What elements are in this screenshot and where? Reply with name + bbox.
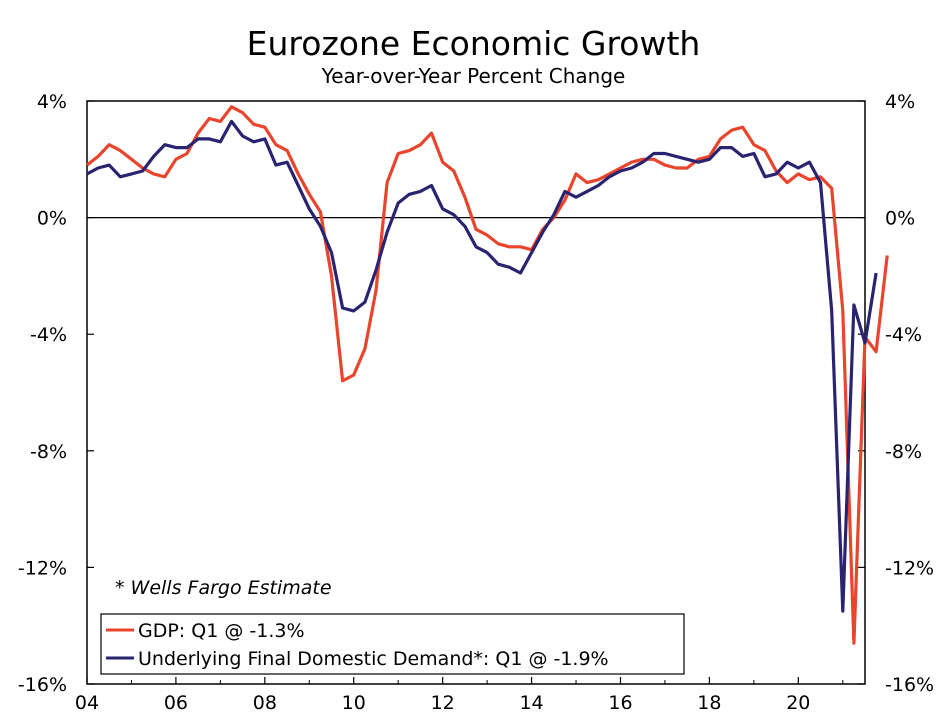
chart-subtitle: Year-over-Year Percent Change [321, 64, 626, 88]
plot-frame [86, 100, 866, 685]
legend-box [100, 613, 685, 675]
series-line-domestic-demand [86, 119, 878, 613]
chart-title: Eurozone Economic Growth [246, 24, 701, 63]
x-tick-label: 06 [164, 692, 188, 714]
x-tick-label: 14 [519, 692, 543, 714]
y-tick-label-left: -16% [18, 674, 67, 696]
x-tick-label: 04 [75, 692, 99, 714]
y-tick-label-right: 0% [885, 208, 915, 230]
x-tick-label: 10 [342, 692, 366, 714]
x-tick-label: 12 [431, 692, 455, 714]
series-line-gdp [86, 105, 889, 645]
y-tick-label-right: -16% [885, 674, 934, 696]
footnote: * Wells Fargo Estimate [115, 577, 332, 599]
y-tick-label-left: -12% [18, 557, 67, 579]
x-tick-label: 18 [697, 692, 721, 714]
y-tick-label-left: -4% [30, 324, 67, 346]
y-tick-label-right: 4% [885, 91, 915, 113]
y-tick-label-right: -12% [885, 557, 934, 579]
legend: GDP: Q1 @ -1.3% Underlying Final Domesti… [100, 613, 685, 675]
x-tick-label: 16 [608, 692, 632, 714]
y-tick-label-left: 4% [37, 91, 67, 113]
x-tick-label: 08 [253, 692, 277, 714]
y-tick-label-right: -8% [885, 441, 922, 463]
y-tick-label-right: -4% [885, 324, 922, 346]
series-layer [86, 105, 889, 645]
x-tick-label: 20 [786, 692, 810, 714]
axis-ticks: 4% 4% 0% 0% -4% -4% -8% -8% -12% -12% -16% -16% 04 06… [18, 91, 934, 714]
legend-label-domestic-demand: Underlying Final Domestic Demand*: Q1 @ … [138, 648, 609, 670]
y-tick-label-left: 0% [37, 208, 67, 230]
y-tick-label-left: -8% [30, 441, 67, 463]
legend-label-gdp: GDP: Q1 @ -1.3% [138, 620, 305, 642]
